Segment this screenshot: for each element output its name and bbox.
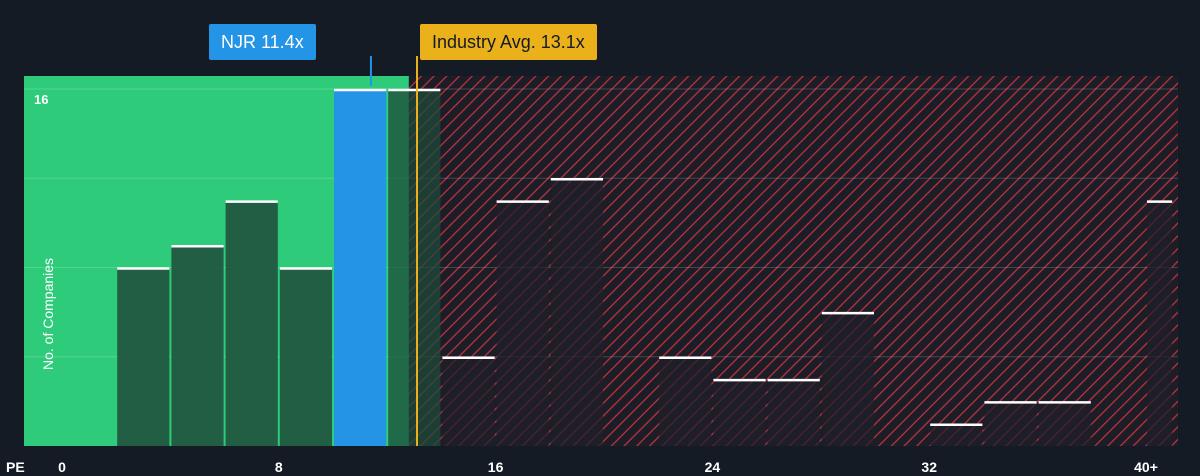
x-tick-label: 32 xyxy=(921,459,937,475)
histogram-bar xyxy=(713,379,766,446)
x-tick-label: 40+ xyxy=(1134,459,1158,475)
industry-avg-callout: Industry Avg. 13.1x xyxy=(420,24,597,60)
histogram-bar xyxy=(1147,200,1173,446)
histogram-bar xyxy=(279,267,332,446)
x-tick-label: 24 xyxy=(705,459,721,475)
histogram-bar xyxy=(171,245,224,446)
x-tick-label: 0 xyxy=(58,459,66,475)
histogram-bar xyxy=(984,401,1037,446)
histogram-bar xyxy=(1038,401,1091,446)
histogram-bar xyxy=(442,356,495,446)
histogram-bar xyxy=(388,89,441,446)
histogram-bar xyxy=(821,312,874,446)
histogram-bar xyxy=(550,178,603,446)
histogram-bar xyxy=(225,200,278,446)
y-tick-label: 16 xyxy=(34,92,49,107)
x-axis-label: PE xyxy=(6,459,25,475)
histogram-bar xyxy=(659,356,712,446)
company-pe-callout: NJR 11.4x xyxy=(209,24,316,60)
histogram-bar xyxy=(117,267,170,446)
histogram-bar xyxy=(496,200,549,446)
histogram-bar xyxy=(930,423,983,446)
x-tick-label: 8 xyxy=(275,459,283,475)
x-tick-label: 16 xyxy=(488,459,504,475)
histogram-bar xyxy=(767,379,820,446)
histogram-bar xyxy=(334,89,387,446)
y-axis-label: No. of Companies xyxy=(40,257,56,370)
